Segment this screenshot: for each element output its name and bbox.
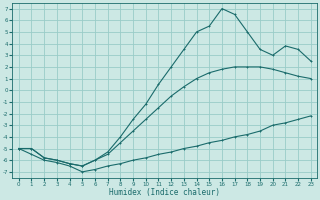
X-axis label: Humidex (Indice chaleur): Humidex (Indice chaleur) (109, 188, 220, 197)
